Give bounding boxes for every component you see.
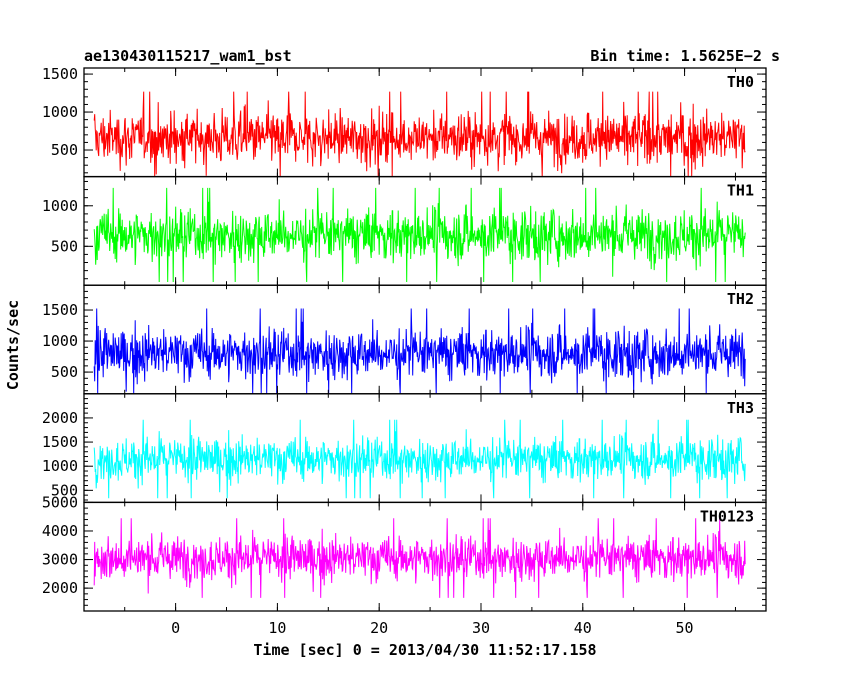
panel-label-th1: TH1 xyxy=(727,182,754,200)
y-tick-label: 1000 xyxy=(42,332,78,350)
panel-th2: 500 1000 1500 TH2 xyxy=(42,284,767,395)
x-tick-label: 0 xyxy=(171,619,180,637)
y-tick-label: 500 xyxy=(51,363,78,381)
series-th0 xyxy=(93,91,746,177)
y-tick-label: 1500 xyxy=(42,301,78,319)
series-th2 xyxy=(93,308,746,394)
figure-title: ae130430115217_wam1_bst xyxy=(84,47,292,65)
panel-th0: 500 1000 1500 TH0 xyxy=(42,65,767,178)
panel-frame xyxy=(83,284,767,395)
x-tick-label: 20 xyxy=(370,619,388,637)
y-tick-label: 1500 xyxy=(42,65,78,83)
panel-frame xyxy=(83,393,767,504)
y-tick-label: 2000 xyxy=(42,579,78,597)
y-tick-label: 1000 xyxy=(42,457,78,475)
x-tick-label: 30 xyxy=(472,619,490,637)
x-axis-label: Time [sec] 0 = 2013/04/30 11:52:17.158 xyxy=(253,641,596,659)
y-tick-label: 2000 xyxy=(42,409,78,427)
panel-label-th2: TH2 xyxy=(727,290,754,308)
y-tick-label: 1000 xyxy=(42,103,78,121)
y-tick-label: 4000 xyxy=(42,522,78,540)
y-axis-label: Counts/sec xyxy=(4,300,22,390)
panel-label-th0: TH0 xyxy=(727,73,754,91)
x-tick-label: 50 xyxy=(676,619,694,637)
y-tick-label: 1500 xyxy=(42,433,78,451)
panel-label-th3: TH3 xyxy=(727,399,754,417)
x-tick-label: 40 xyxy=(574,619,592,637)
panel-th0123: 2000 3000 4000 5000 TH0123 xyxy=(42,493,767,612)
x-axis: 0 10 20 30 40 50 xyxy=(171,619,694,637)
panel-frame xyxy=(83,501,767,612)
y-tick-label: 1000 xyxy=(42,197,78,215)
series-th3 xyxy=(93,419,746,499)
panel-label-th0123: TH0123 xyxy=(700,507,754,525)
panel-th1: 500 1000 TH1 xyxy=(42,175,767,286)
y-tick-label: 3000 xyxy=(42,551,78,569)
bin-time-label: Bin time: 1.5625E−2 s xyxy=(590,47,780,65)
x-tick-label: 10 xyxy=(268,619,286,637)
panel-th3: 500 1000 1500 2000 TH3 xyxy=(42,393,767,504)
y-tick-label: 500 xyxy=(51,481,78,499)
y-tick-label: 5000 xyxy=(42,493,78,511)
y-tick-label: 500 xyxy=(51,141,78,159)
y-tick-label: 500 xyxy=(51,237,78,255)
series-th0123 xyxy=(93,518,746,598)
series-th1 xyxy=(93,187,746,283)
